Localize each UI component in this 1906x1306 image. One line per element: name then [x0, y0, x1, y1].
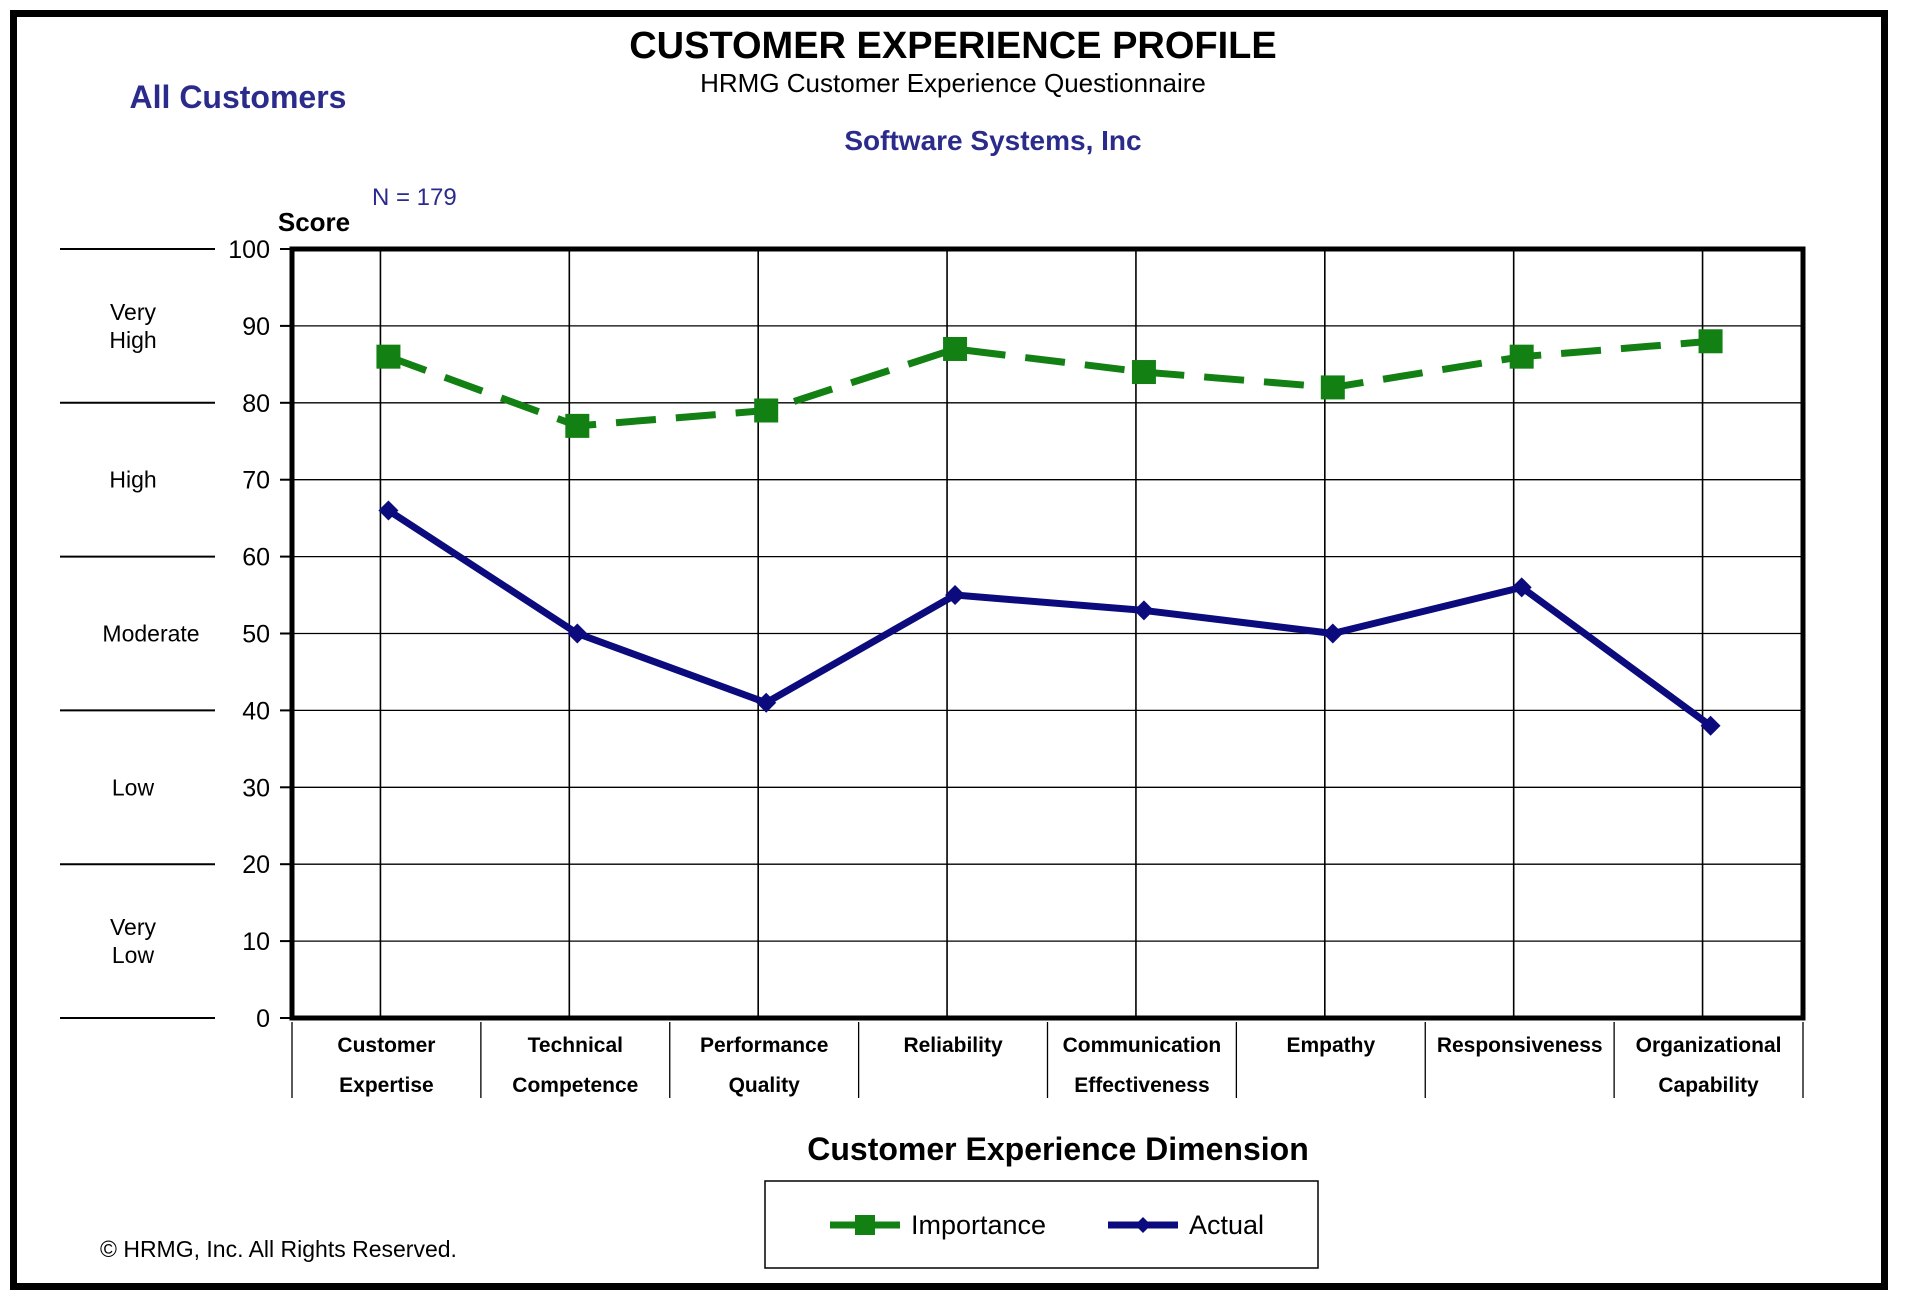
x-tick-label: Reliability: [903, 1034, 1003, 1057]
y-tick-label: 30: [242, 774, 270, 802]
importance-marker-8: [1698, 329, 1723, 354]
actual-marker-5: [1133, 600, 1154, 621]
band-label: Moderate: [102, 621, 199, 647]
band-label: Low: [112, 774, 155, 800]
x-tick-label: Technical: [528, 1034, 623, 1057]
y-tick-label: 20: [242, 851, 270, 879]
actual-marker-8: [1700, 715, 1721, 736]
importance-marker-7: [1509, 344, 1534, 369]
legend-marker-importance: [855, 1215, 875, 1235]
x-tick-label: Quality: [729, 1074, 801, 1097]
company-name: Software Systems, Inc: [844, 125, 1141, 156]
x-tick-label: Capability: [1658, 1074, 1759, 1097]
x-tick-label: Effectiveness: [1074, 1074, 1209, 1097]
importance-marker-3: [754, 398, 779, 423]
y-tick-label: 10: [242, 928, 270, 956]
y-tick-label: 90: [242, 313, 270, 341]
legend-label-actual: Actual: [1189, 1210, 1264, 1240]
band-label: Very: [110, 914, 157, 940]
importance-marker-2: [565, 413, 590, 438]
y-axis-title: Score: [278, 207, 350, 237]
actual-marker-2: [567, 623, 588, 644]
chart-legend: Importance Actual: [764, 1180, 1319, 1269]
x-tick-label: Competence: [512, 1074, 638, 1097]
y-tick-label: 0: [256, 1005, 270, 1033]
x-tick-label: Customer: [337, 1034, 435, 1057]
y-tick-label: 40: [242, 697, 270, 725]
importance-marker-1: [376, 344, 401, 369]
importance-marker-5: [1131, 360, 1156, 385]
actual-marker-6: [1322, 623, 1343, 644]
actual-marker-7: [1511, 577, 1532, 598]
legend-label-importance: Importance: [911, 1210, 1046, 1240]
segment-label: All Customers: [130, 79, 347, 115]
x-axis-title: Customer Experience Dimension: [807, 1131, 1308, 1167]
actual-marker-1: [378, 500, 399, 521]
x-tick-label: Organizational: [1636, 1034, 1782, 1057]
sample-size-label: N = 179: [372, 184, 457, 211]
x-tick-label: Expertise: [339, 1074, 434, 1097]
chart-axes: 0 10 20 30 40 50 60 70 80 90 100 Customer Expertise T…: [228, 236, 1806, 1098]
series-line-actual: [386, 507, 1713, 729]
importance-marker-4: [943, 336, 968, 361]
x-tick-label: Communication: [1063, 1034, 1222, 1057]
actual-marker-3: [756, 692, 777, 713]
band-label: High: [109, 327, 156, 353]
series-line-importance: [387, 337, 1711, 430]
band-label: High: [109, 467, 156, 493]
y-tick-label: 100: [228, 236, 270, 264]
chart-subtitle: HRMG Customer Experience Questionnaire: [700, 68, 1206, 98]
copyright-notice: © HRMG, Inc. All Rights Reserved.: [100, 1236, 457, 1262]
y-tick-label: 60: [242, 544, 270, 572]
y-tick-label: 50: [242, 621, 270, 649]
x-tick-label: Responsiveness: [1437, 1034, 1603, 1057]
importance-marker-6: [1320, 375, 1345, 400]
chart-header: CUSTOMER EXPERIENCE PROFILE HRMG Custome…: [130, 25, 1277, 211]
y-tick-label: 80: [242, 390, 270, 418]
chart-title: CUSTOMER EXPERIENCE PROFILE: [629, 25, 1277, 67]
x-tick-label: Performance: [700, 1034, 828, 1057]
chart-series: [376, 329, 1723, 736]
report-frame: [10, 10, 1888, 1290]
actual-marker-4: [945, 585, 966, 606]
y-tick-label: 70: [242, 467, 270, 495]
band-label: Very: [110, 299, 157, 325]
chart-grid: [292, 249, 1803, 1018]
band-label: Low: [112, 942, 155, 968]
x-tick-label: Empathy: [1286, 1034, 1375, 1057]
legend-marker-actual: [1135, 1217, 1151, 1233]
